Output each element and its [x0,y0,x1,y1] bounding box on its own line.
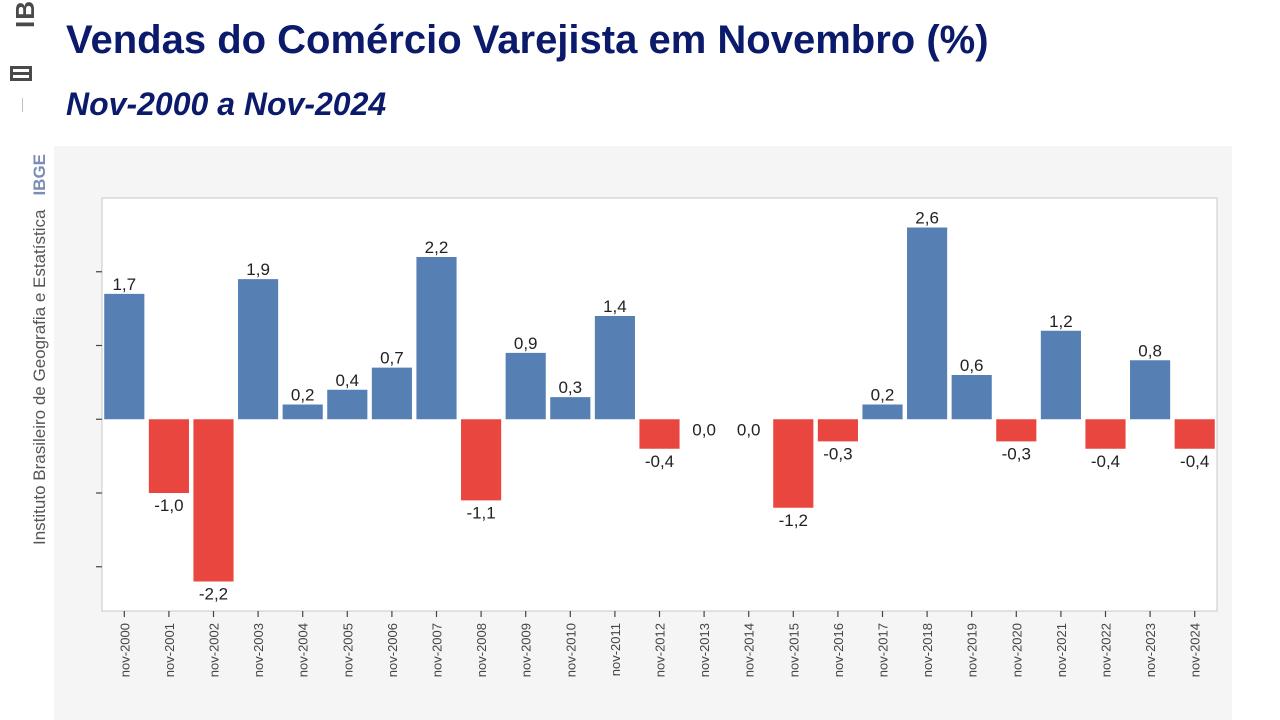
bar [416,257,457,420]
institute-acronym: IBGE [30,153,49,196]
x-tick-label: nov-2003 [251,623,266,677]
data-label: 0,7 [380,349,404,368]
bar [148,419,189,493]
x-tick-label: nov-2008 [474,623,489,677]
page-subtitle: Nov-2000 a Nov-2024 [66,86,387,122]
x-tick-label: nov-2021 [1054,623,1069,677]
x-tick-label: nov-2005 [340,623,355,677]
x-tick-label: nov-2011 [608,623,623,676]
data-label: 0,0 [737,420,761,439]
x-tick-label: nov-2010 [563,623,578,677]
data-label: 0,2 [291,386,315,405]
bar [1085,419,1126,449]
bar-chart: 1,7 nov-2000 -1,0 nov-2001 -2,2 nov-2002 1,9 no… [96,197,1218,677]
ibge-logo-text: IBGE [10,0,41,28]
data-label: 2,2 [425,238,449,257]
x-tick-label: nov-2022 [1099,623,1114,677]
bar [639,419,680,449]
x-tick-label: nov-2020 [1009,623,1024,677]
x-tick-label: nov-2009 [519,623,534,677]
bar [817,419,858,442]
bar [104,293,145,420]
data-label: 2,6 [915,209,939,228]
bar [594,316,635,420]
x-tick-label: nov-2001 [162,623,177,677]
x-tick-label: nov-2016 [831,623,846,677]
x-tick-label: nov-2007 [430,623,445,677]
data-label: 1,7 [112,275,136,294]
bar [461,419,502,501]
page-title: Vendas do Comércio Varejista em Novembro… [66,18,989,62]
data-label: -0,4 [1180,452,1209,471]
x-tick-label: nov-2024 [1188,623,1203,677]
data-label: 0,9 [514,334,538,353]
bar [773,419,814,508]
data-label: 1,4 [603,297,627,316]
data-label: 0,2 [871,386,895,405]
bar [907,227,948,420]
data-label: 1,9 [246,260,270,279]
x-tick-label: nov-2004 [296,623,311,677]
data-label: -2,2 [199,585,228,604]
bar [550,397,591,420]
ibge-logo-icon [10,66,32,81]
bar [282,404,323,420]
sidebar-divider [22,98,23,112]
x-tick-label: nov-2014 [742,623,757,677]
x-tick-label: nov-2000 [117,623,132,677]
x-tick-label: nov-2019 [965,623,980,677]
data-label: 0,4 [335,371,359,390]
bar [1040,330,1081,420]
sidebar: IBGE Instituto Brasileiro de Geografia e… [0,0,50,720]
data-label: -0,3 [823,444,852,463]
x-tick-label: nov-2013 [697,623,712,677]
x-tick-label: nov-2018 [920,623,935,677]
x-tick-label: nov-2017 [876,623,891,677]
bar [238,279,279,420]
data-label: 0,8 [1138,341,1162,360]
data-label: -0,4 [1091,452,1120,471]
bar [951,375,992,420]
data-label: -1,0 [154,496,183,515]
data-label: -0,3 [1002,444,1031,463]
institute-name: Instituto Brasileiro de Geografia e Esta… [30,209,49,545]
bar [193,419,234,582]
x-tick-label: nov-2023 [1143,623,1158,677]
bar [327,389,368,420]
data-label: -0,4 [645,452,674,471]
x-tick-label: nov-2015 [786,623,801,677]
bar [505,352,546,420]
bar [1174,419,1215,449]
data-label: 0,0 [692,420,716,439]
data-label: -1,1 [466,503,495,522]
x-tick-label: nov-2006 [385,623,400,677]
data-label: 0,3 [558,378,582,397]
chart-panel: 1,7 nov-2000 -1,0 nov-2001 -2,2 nov-2002 1,9 no… [54,146,1232,720]
data-label: 0,6 [960,356,984,375]
bar [371,367,412,420]
institute-label: Instituto Brasileiro de Geografia e Esta… [30,154,50,545]
bar [862,404,903,420]
bar [1130,360,1171,420]
x-tick-label: nov-2002 [207,623,222,677]
data-label: 1,2 [1049,312,1073,331]
x-tick-label: nov-2012 [653,623,668,677]
data-label: -1,2 [779,511,808,530]
bar [996,419,1037,442]
